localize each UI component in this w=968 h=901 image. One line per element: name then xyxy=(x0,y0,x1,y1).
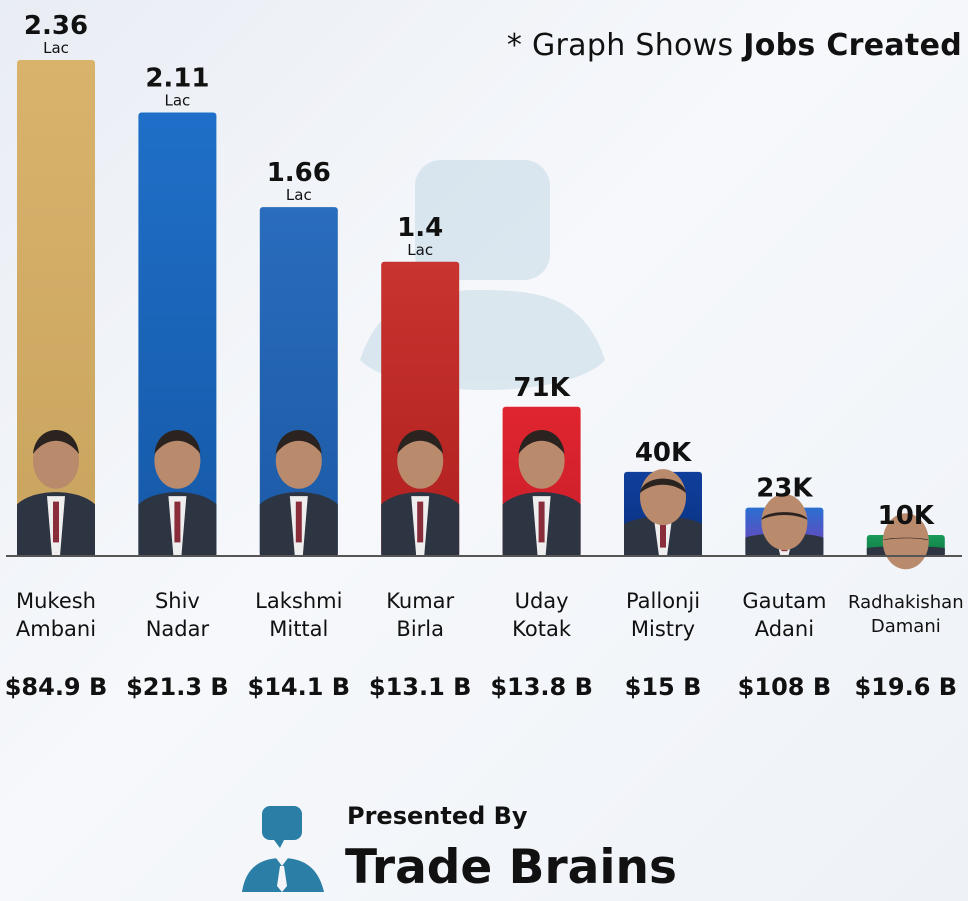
value-label: 40K xyxy=(635,438,692,468)
value-unit-label: Lac xyxy=(43,39,69,57)
brand-presented-by: Presented By xyxy=(347,802,528,830)
person-portrait-icon xyxy=(381,430,460,556)
value-label: 2.36 xyxy=(24,11,88,41)
brand-block: Presented By Trade Brains xyxy=(240,798,700,898)
bar xyxy=(138,112,217,557)
bar-group xyxy=(381,261,460,556)
value-label: 1.66 xyxy=(267,158,331,188)
value-label: 2.11 xyxy=(145,64,209,94)
person-portrait-icon xyxy=(502,430,581,556)
net-worth-label: $13.8 B xyxy=(490,673,593,701)
net-worth-label: $15 B xyxy=(625,673,702,701)
category-last-name: Mistry xyxy=(631,617,695,641)
category-last-name: Ambani xyxy=(16,617,96,641)
category-last-name: Nadar xyxy=(146,617,210,641)
person-portrait-icon xyxy=(745,494,824,556)
net-worth-label: $19.6 B xyxy=(855,673,958,701)
net-worth-label: $84.9 B xyxy=(5,673,108,701)
value-unit-label: Lac xyxy=(165,92,191,110)
bar-group xyxy=(17,60,95,556)
category-first-name: Radhakishan xyxy=(848,592,964,613)
category-first-name: Lakshmi xyxy=(255,589,342,613)
bar-group xyxy=(259,207,338,556)
net-worth-label: $13.1 B xyxy=(369,673,472,701)
category-first-name: Uday xyxy=(515,589,569,613)
category-last-name: Kotak xyxy=(512,617,572,641)
category-last-name: Adani xyxy=(755,617,814,641)
category-first-name: Shiv xyxy=(155,589,200,613)
bar-group xyxy=(502,406,581,556)
bar-group xyxy=(624,469,702,556)
value-label: 10K xyxy=(878,501,935,531)
chart-note: * Graph Shows Jobs Created xyxy=(507,28,962,63)
person-portrait-icon xyxy=(17,430,95,556)
category-last-name: Damani xyxy=(871,616,941,637)
value-label: 71K xyxy=(513,373,570,403)
person-portrait-icon xyxy=(624,469,702,556)
trade-brains-logo-icon xyxy=(242,806,324,892)
category-first-name: Kumar xyxy=(386,589,454,613)
bar xyxy=(381,261,460,556)
brand-name: Trade Brains xyxy=(345,840,677,895)
value-label: 1.4 xyxy=(397,213,443,243)
category-first-name: Gautam xyxy=(742,589,826,613)
value-unit-label: Lac xyxy=(407,241,433,259)
category-last-name: Mittal xyxy=(269,617,328,641)
note-bold: Jobs Created xyxy=(743,28,962,63)
value-unit-label: Lac xyxy=(286,186,312,204)
net-worth-label: $21.3 B xyxy=(126,673,229,701)
net-worth-label: $108 B xyxy=(738,673,831,701)
category-last-name: Birla xyxy=(396,617,444,641)
bar xyxy=(17,60,95,556)
net-worth-label: $14.1 B xyxy=(248,673,351,701)
bar-group xyxy=(138,112,217,557)
value-label: 23K xyxy=(756,474,813,504)
category-first-name: Pallonji xyxy=(626,589,700,613)
person-portrait-icon xyxy=(259,430,338,556)
bar-group xyxy=(745,494,824,556)
person-portrait-icon xyxy=(138,430,217,556)
note-prefix: * Graph Shows xyxy=(506,28,744,63)
category-first-name: Mukesh xyxy=(16,589,96,613)
